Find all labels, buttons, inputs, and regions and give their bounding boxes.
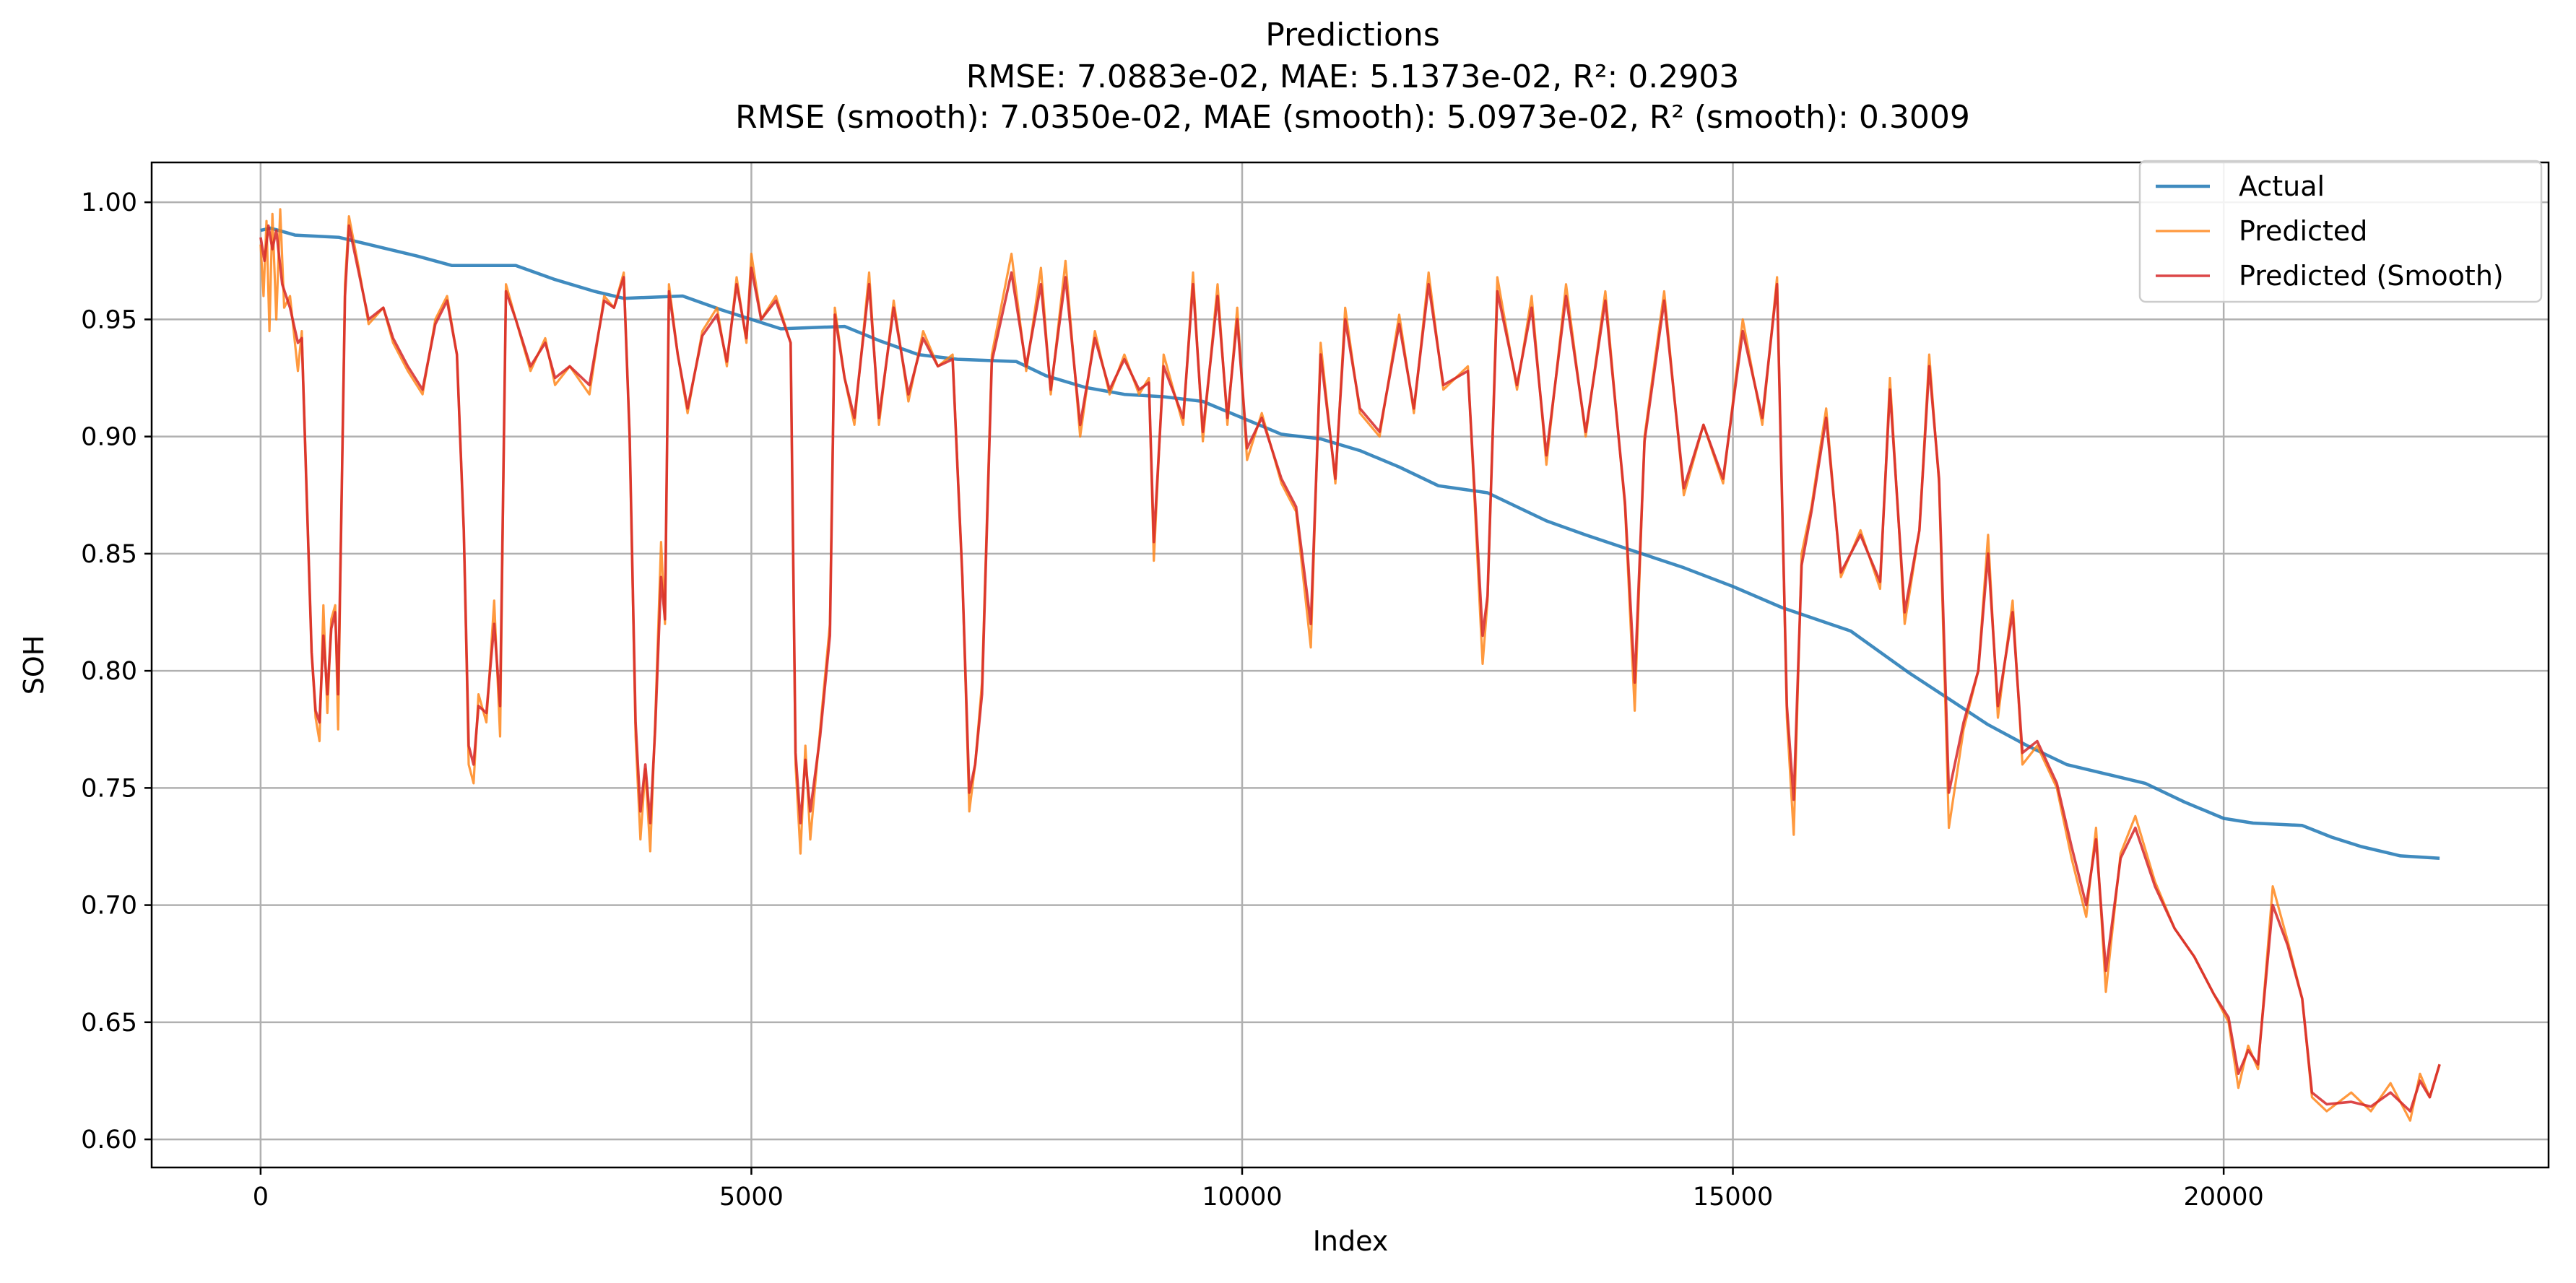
plot-area-frame [150, 161, 2550, 1169]
chart-subtitle-metrics: RMSE: 7.0883e-02, MAE: 5.1373e-02, R²: 0… [966, 58, 1739, 95]
legend: Actual Predicted Predicted (Smooth) [2138, 160, 2543, 303]
y-axis-label: SOH [18, 635, 50, 695]
y-tick-label: 0.60 [81, 1126, 137, 1154]
legend-label: Predicted [2239, 215, 2367, 247]
series-layer [259, 208, 2441, 1122]
y-tick-label: 0.90 [81, 423, 137, 452]
y-tick-label: 0.70 [81, 892, 137, 921]
chart-title: Predictions [1265, 17, 1440, 53]
series-line-predicted-smooth [259, 224, 2441, 1113]
grid-layer [152, 162, 2549, 1167]
y-tick-label: 1.00 [81, 188, 137, 217]
x-axis-label: Index [1313, 1225, 1389, 1257]
y-tick-label: 0.65 [81, 1009, 137, 1038]
y-tick-label: 0.75 [81, 774, 137, 803]
title-group: Predictions RMSE: 7.0883e-02, MAE: 5.137… [735, 17, 1970, 136]
legend-box [2138, 160, 2543, 303]
x-tick-label: 20000 [2183, 1183, 2263, 1212]
legend-label: Predicted (Smooth) [2239, 260, 2504, 292]
y-tick-label: 0.85 [81, 540, 137, 569]
series-line-actual [260, 226, 2440, 860]
chart-subtitle-smooth-metrics: RMSE (smooth): 7.0350e-02, MAE (smooth):… [735, 99, 1970, 136]
y-tick-label: 0.80 [81, 657, 137, 686]
legend-label: Actual [2239, 170, 2325, 202]
tick-layer: 0 5000 10000 15000 20000 0.60 0.65 0.70 0.75 0.80… [81, 188, 2264, 1212]
x-tick-label: 10000 [1202, 1183, 1282, 1212]
x-tick-label: 5000 [719, 1183, 784, 1212]
y-tick-label: 0.95 [81, 305, 137, 334]
x-tick-label: 0 [253, 1183, 269, 1212]
x-tick-label: 15000 [1693, 1183, 1773, 1212]
